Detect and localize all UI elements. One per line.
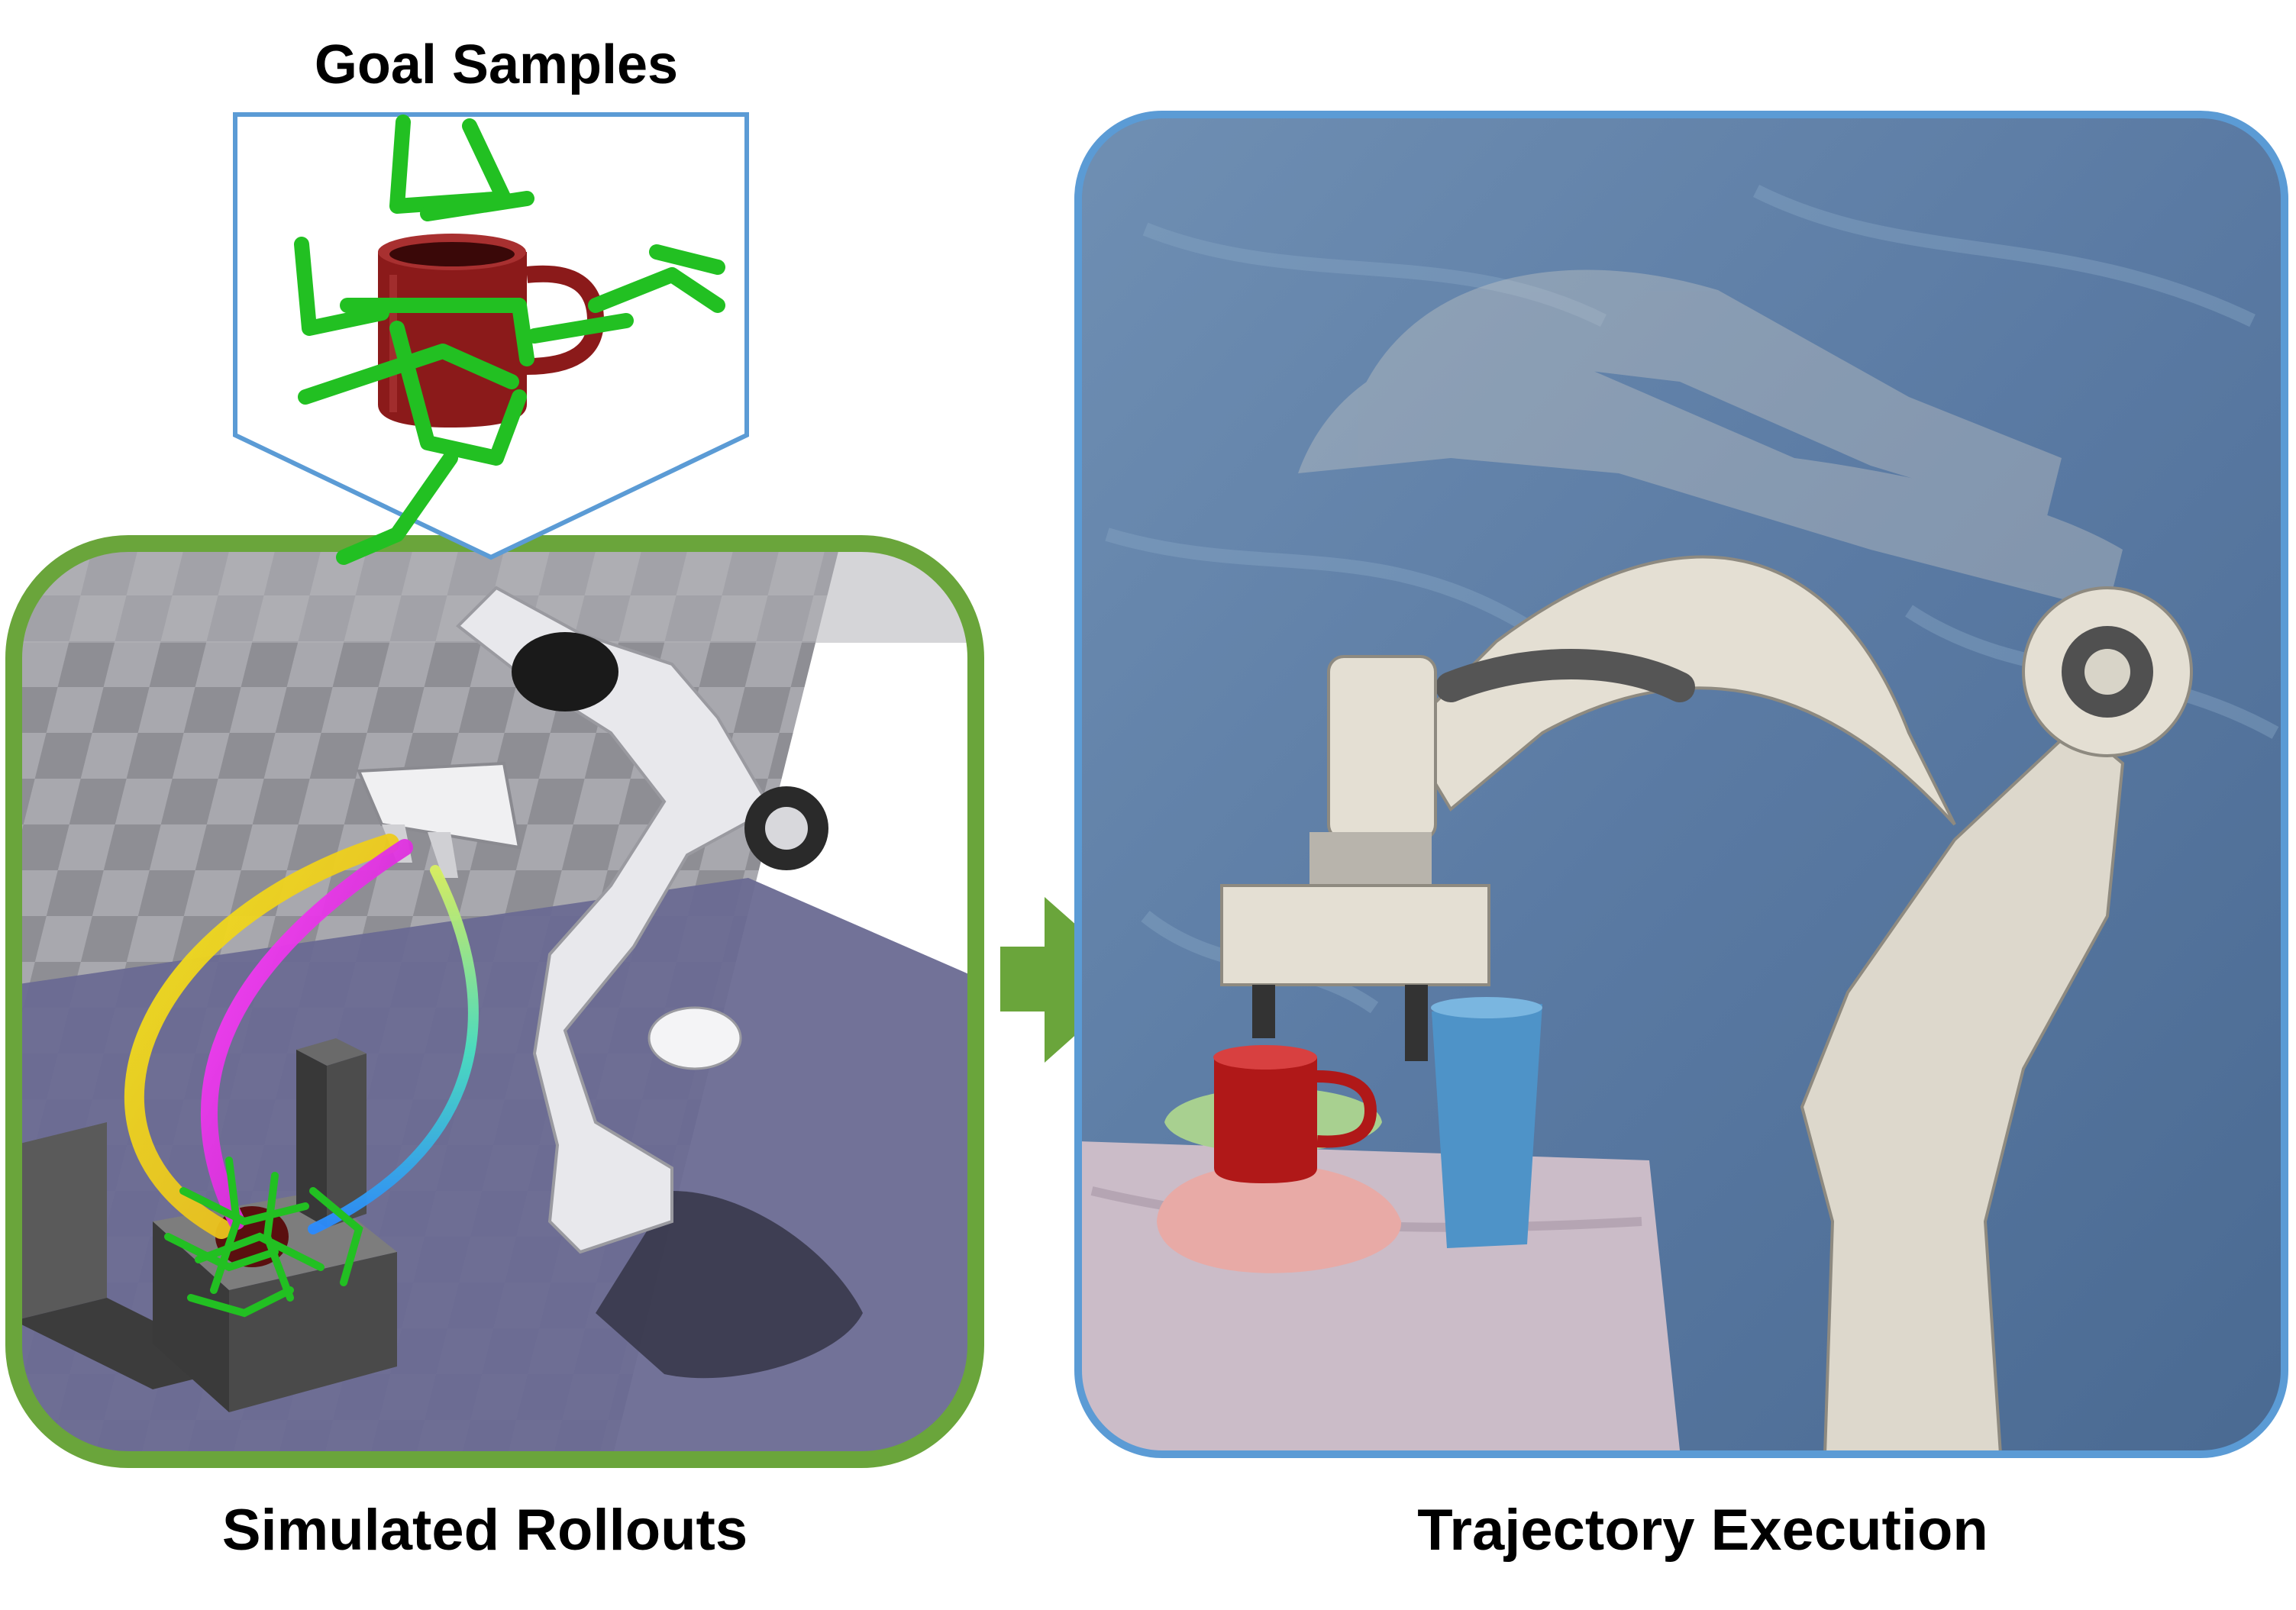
simulation-panel [5, 535, 984, 1468]
goal-samples-callout [233, 112, 749, 565]
trajectory-magenta [200, 839, 413, 1230]
real-robot-panel [1074, 111, 2288, 1458]
real-red-mug [1213, 1045, 1377, 1183]
trajectory-cyan [308, 865, 479, 1234]
goal-grasp-samples [294, 115, 725, 565]
real-panel-border [1074, 111, 2288, 1458]
trajectory-yellow [124, 834, 399, 1239]
right-arrow-icon [1000, 897, 1138, 1063]
trajectory-execution-title: Trajectory Execution [1417, 1498, 1988, 1563]
pink-bowl [1157, 1164, 1402, 1273]
blue-cup [1432, 1004, 1542, 1248]
ghost-robot-poses [1298, 269, 2123, 611]
sim-robot-arm [357, 586, 828, 1254]
real-robot-arm [1220, 555, 2193, 1454]
simulated-rollouts-title: Simulated Rollouts [221, 1498, 748, 1563]
sim-grasp-samples [164, 1157, 363, 1318]
real-table [1078, 1141, 1680, 1454]
goal-samples-title: Goal Samples [314, 34, 679, 95]
